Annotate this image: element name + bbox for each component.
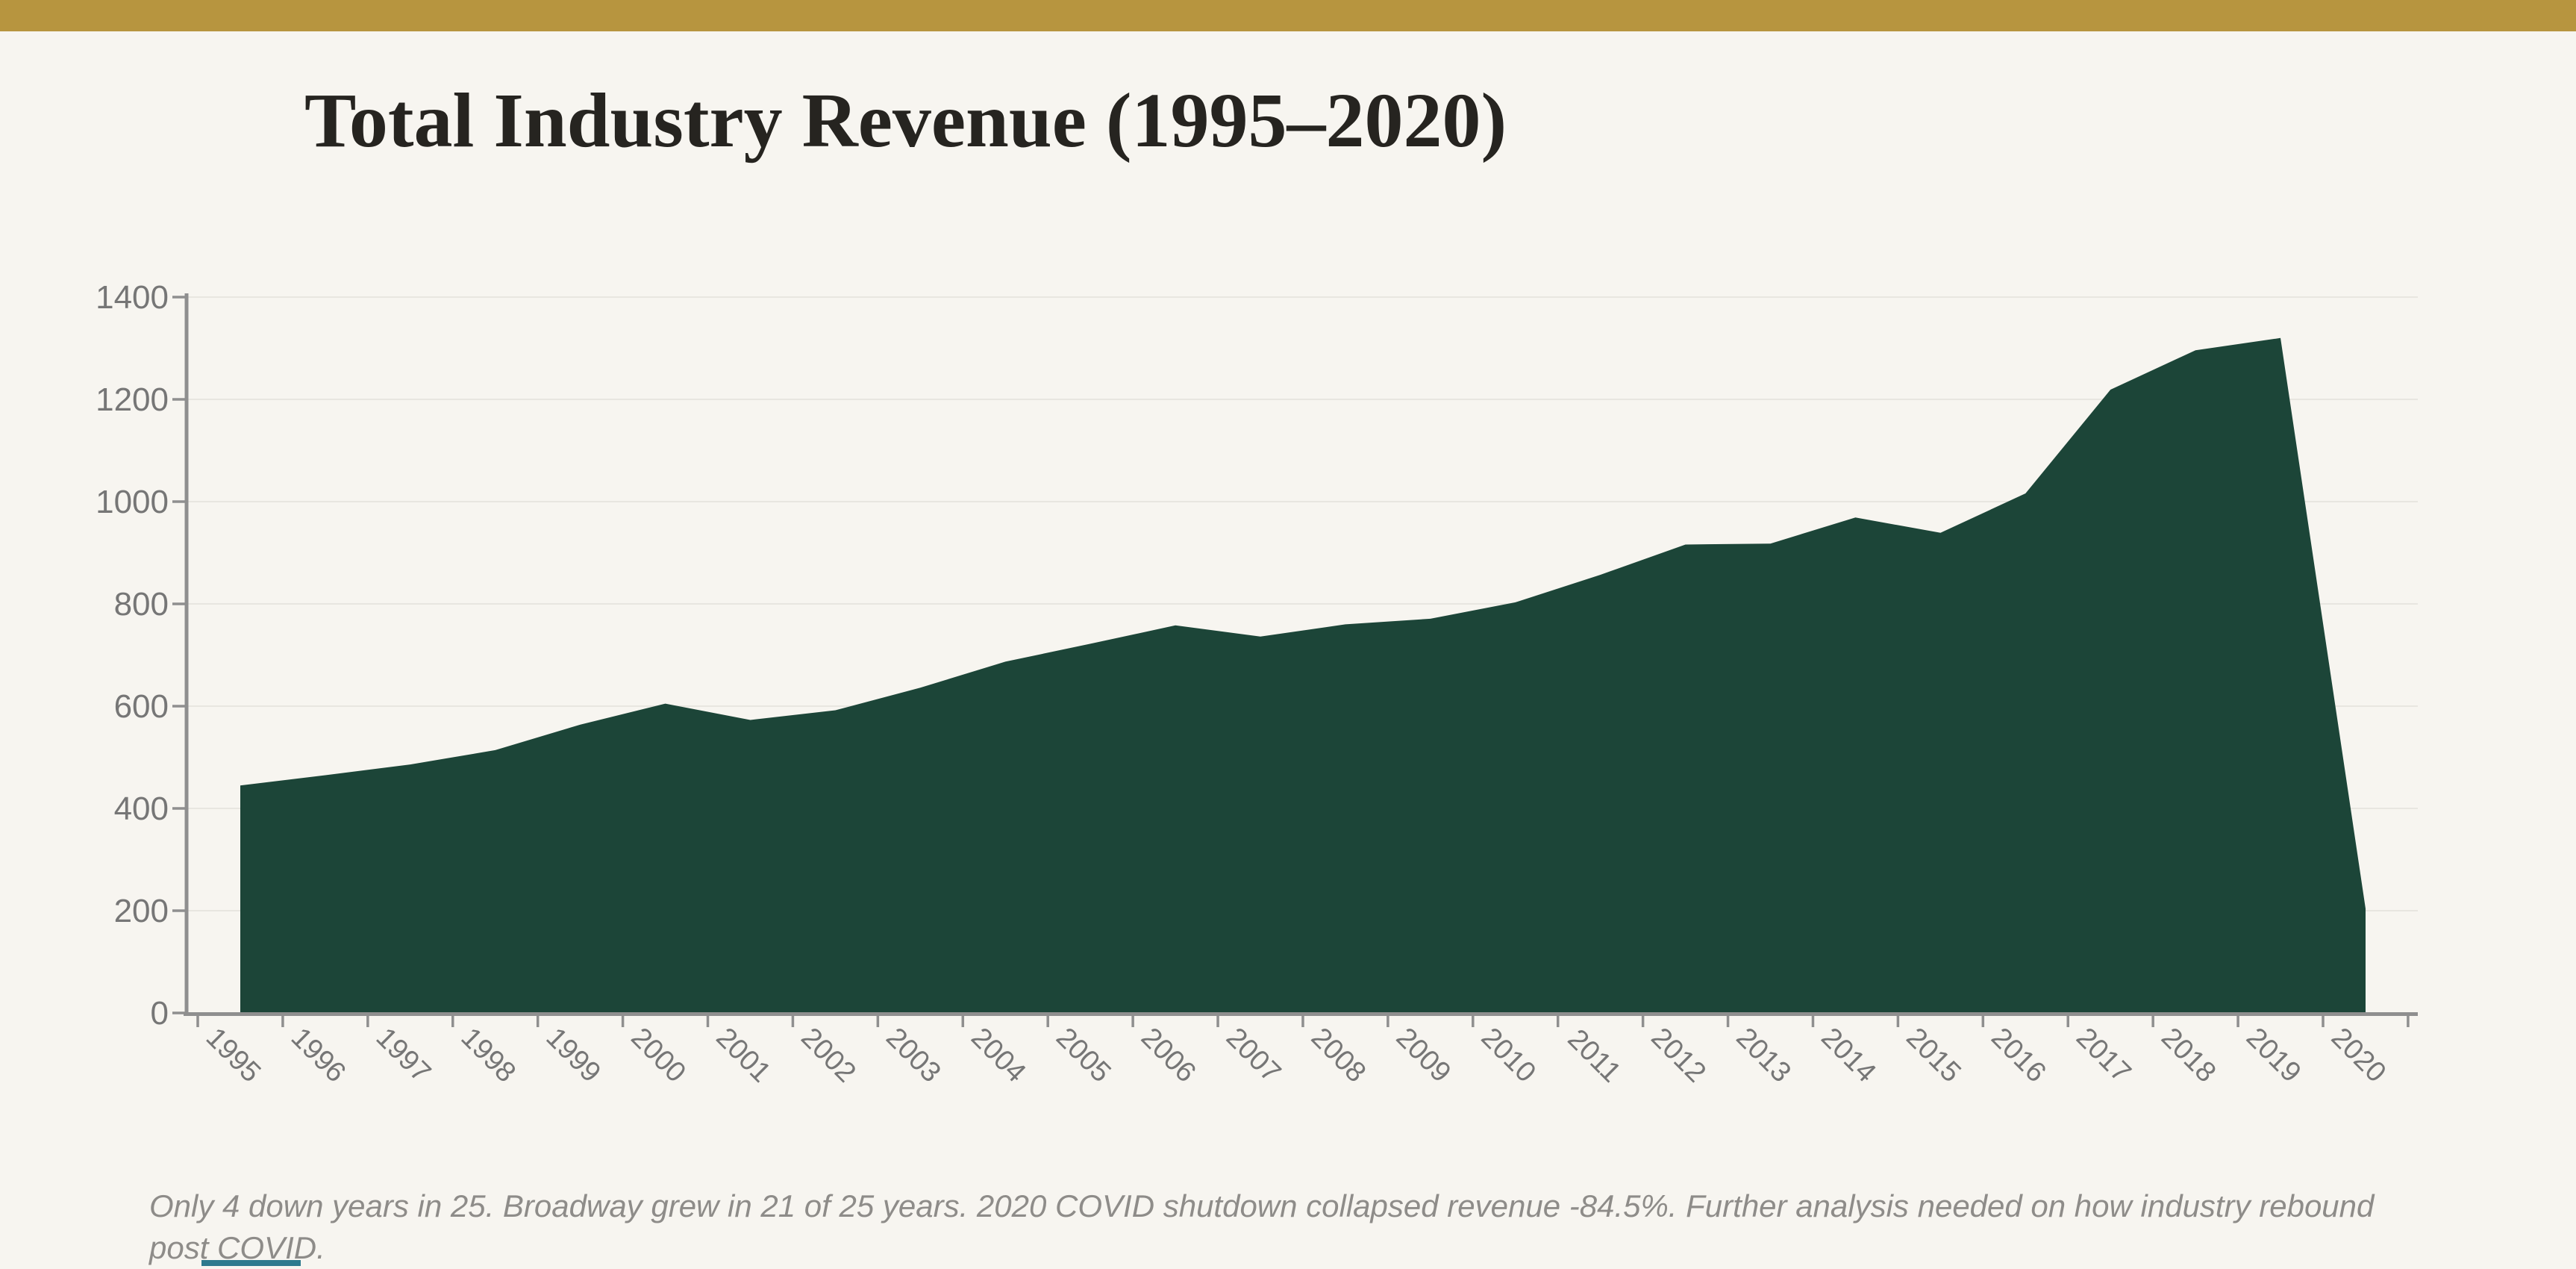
page-title: Total Industry Revenue (1995–2020) (304, 78, 1507, 163)
y-axis (172, 293, 189, 1015)
next-section-accent-sliver (201, 1260, 301, 1266)
x-tick-label: 2006 (1135, 1022, 1201, 1088)
revenue-area-series (240, 337, 2366, 1013)
area-fill (240, 337, 2366, 1013)
x-tick-label: 2018 (2155, 1022, 2222, 1088)
y-tick-labels: 0 200 400 600 800 1000 1200 1400 (96, 279, 169, 1032)
x-axis (184, 1012, 2418, 1027)
chart-caption: Only 4 down years in 25. Broadway grew i… (149, 1188, 2375, 1265)
top-accent-bar (0, 0, 2576, 31)
y-tick-label: 0 (151, 995, 169, 1032)
x-tick-label: 2014 (1815, 1022, 1881, 1088)
y-tick-label: 800 (114, 586, 169, 623)
x-tick-label: 2003 (880, 1022, 946, 1088)
x-tick-label: 2009 (1390, 1022, 1457, 1088)
x-tick-label: 2016 (1985, 1022, 2051, 1088)
x-tick-label: 2008 (1305, 1022, 1372, 1088)
x-tick-label: 2007 (1220, 1022, 1287, 1088)
x-tick-label: 2017 (2070, 1022, 2136, 1088)
x-tick-label: 2002 (795, 1022, 861, 1088)
x-tick-label: 2004 (965, 1022, 1031, 1088)
x-tick-label: 2001 (710, 1022, 776, 1088)
x-tick-label: 2013 (1730, 1022, 1796, 1088)
x-tick-labels: 1995 1996 1997 1998 1999 2000 2001 2002 2003 2004… (200, 1022, 2392, 1088)
x-tick-label: 2000 (625, 1022, 691, 1088)
y-tick-label: 1400 (96, 279, 169, 316)
x-tick-label: 2005 (1050, 1022, 1116, 1088)
x-tick-label: 2020 (2325, 1022, 2392, 1088)
x-tick-label: 1997 (370, 1022, 437, 1088)
x-tick-label: 2019 (2240, 1022, 2307, 1088)
x-tick-label: 2011 (1562, 1023, 1627, 1088)
x-tick-label: 1995 (200, 1022, 266, 1088)
x-tick-label: 2015 (1900, 1022, 1966, 1088)
y-tick-label: 1200 (96, 381, 169, 418)
y-tick-label: 200 (114, 893, 169, 929)
x-tick-label: 2012 (1645, 1022, 1711, 1088)
x-tick-label: 2010 (1475, 1022, 1542, 1088)
x-tick-label: 1996 (285, 1022, 351, 1088)
y-tick-label: 600 (114, 688, 169, 725)
y-tick-label: 400 (114, 791, 169, 827)
x-tick-label: 1999 (540, 1022, 606, 1088)
x-tick-label: 1998 (455, 1022, 522, 1088)
y-tick-label: 1000 (96, 484, 169, 520)
